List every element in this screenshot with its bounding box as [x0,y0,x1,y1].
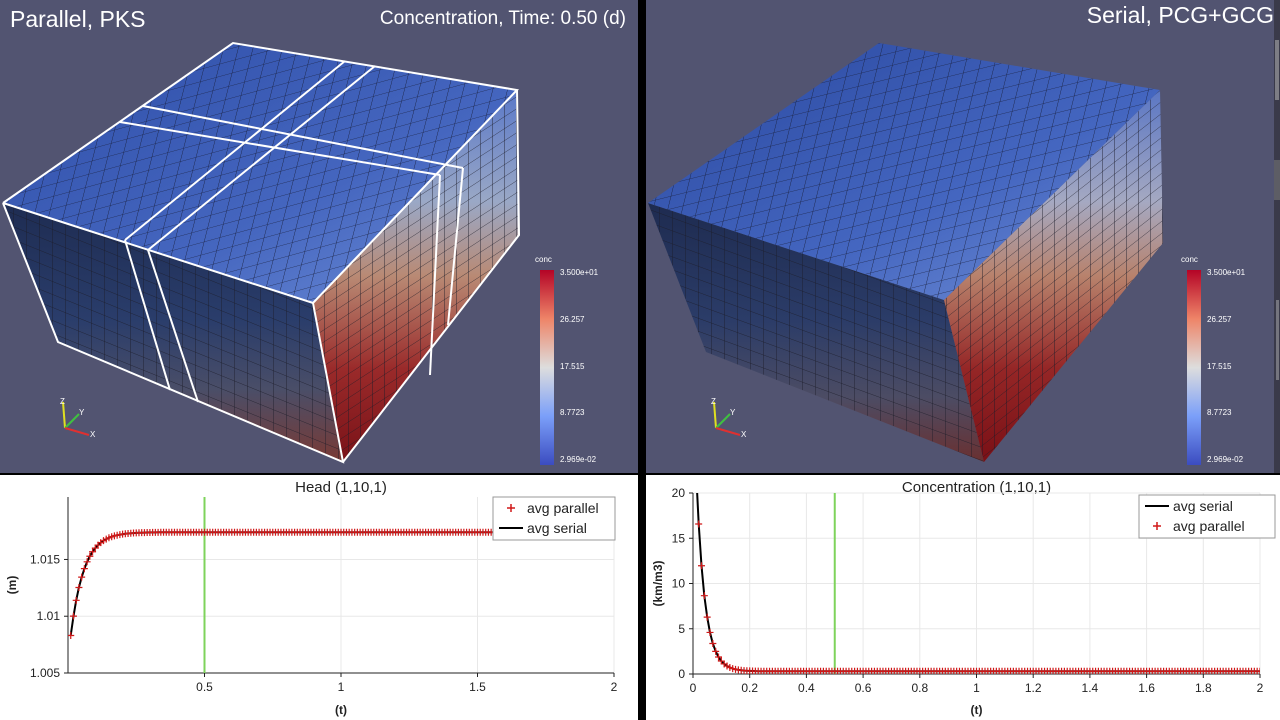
chart-legend: avg serial avg parallel [1138,494,1276,539]
y-tick-label: 10 [672,577,686,591]
x-tick-label: 1 [338,680,345,694]
series-line-avg-serial [69,531,505,636]
x-tick-label: 0 [690,681,697,695]
colorbar-tick: 17.515 [560,362,585,371]
y-axis-label: (km/m3) [651,560,665,606]
y-tick-label: 1.01 [37,609,61,623]
data-point-marker [695,520,703,528]
y-tick-label: 15 [672,531,686,545]
data-point-marker [709,639,717,647]
x-tick-label: 0.6 [855,681,872,695]
data-point-marker [698,562,706,570]
x-tick-label: 1.6 [1138,681,1155,695]
legend-label: avg serial [1173,498,1233,514]
colorbar-label: conc [535,255,552,264]
colorbar [540,270,554,465]
y-tick-label: 1.015 [30,552,60,566]
y-axis-label: (m) [5,576,19,595]
serial-mesh-canvas [648,43,1163,462]
x-tick-label: 2 [611,680,618,694]
colorbar-tick-max: 3.500e+01 [560,268,599,277]
axis-z-label: Z [711,397,716,406]
data-point-marker [89,548,97,556]
legend-label: avg parallel [1173,518,1245,534]
view-title: Parallel, PKS [10,6,146,32]
axes-triad-icon [62,401,90,436]
x-tick-label: 1.2 [1025,681,1042,695]
x-tick-label: 1 [973,681,980,695]
data-point-marker [69,612,77,620]
view-subtitle: Concentration, Time: 0.50 (d) [379,8,626,29]
colorbar-tick: 8.7723 [1207,408,1232,417]
data-point-marker [712,647,720,655]
y-tick-label: 1.005 [30,666,60,680]
colorbar-tick: 26.257 [560,315,585,324]
x-tick-label: 0.8 [911,681,928,695]
legend-label: avg parallel [527,500,599,516]
data-point-marker [68,632,75,640]
head-chart: Head (1,10,1) 0.5 1 1.5 2 1.005 1.01 1.015 (t) (m… [5,479,618,717]
axes-triad-icon [713,401,741,436]
x-tick-label: 1.8 [1195,681,1212,695]
chart-legend: avg parallel avg serial [492,496,616,541]
x-tick-label: 0.2 [741,681,758,695]
axis-y-label: Y [730,408,736,417]
legend-label: avg serial [527,520,587,536]
colorbar-label: conc [1181,255,1198,264]
x-tick-label: 1.4 [1082,681,1099,695]
view-title: Serial, PCG+GCG [1086,2,1274,28]
render-artifact-strip [1274,0,1280,473]
data-point-marker [80,565,88,573]
x-tick-label: 0.5 [196,680,213,694]
x-tick-label: 2 [1257,681,1264,695]
data-point-marker [706,628,714,636]
data-point-marker [86,552,94,560]
colorbar-tick: 8.7723 [560,408,585,417]
axis-x-label: X [741,430,747,439]
colorbar [1187,270,1201,465]
axis-z-label: Z [60,397,65,406]
colorbar-tick-min: 2.969e-02 [1207,455,1244,464]
data-point-marker [75,584,83,592]
parallel-render-view[interactable]: Parallel, PKS Concentration, Time: 0.50 … [0,0,638,473]
legend-marker-plus-icon [1153,522,1161,530]
colorbar-tick-min: 2.969e-02 [560,455,597,464]
concentration-chart-panel[interactable]: Concentration (1,10,1) 0 0.2 0.4 0.6 0.8 1 1.2 1… [646,475,1280,720]
y-tick-label: 20 [672,486,686,500]
legend-box [492,496,616,541]
x-axis-label: (t) [971,703,983,717]
x-axis-label: (t) [335,703,347,717]
colorbar-tick-max: 3.500e+01 [1207,268,1246,277]
series-group [68,528,509,640]
y-tick-label: 0 [678,667,685,681]
data-point-marker [703,613,711,621]
serial-render-view[interactable]: Serial, PCG+GCG conc 3.500e+01 26.257 17… [646,0,1280,473]
chart-title: Concentration (1,10,1) [902,479,1051,496]
colorbar-tick: 26.257 [1207,315,1232,324]
parallel-mesh-canvas [2,41,521,464]
concentration-chart: Concentration (1,10,1) 0 0.2 0.4 0.6 0.8 1 1.2 1… [651,479,1276,717]
data-point-marker [78,573,86,581]
chart-title: Head (1,10,1) [295,479,387,496]
series-group [695,493,1260,674]
data-point-marker [715,653,723,661]
data-point-marker [72,596,80,604]
data-point-marker [1256,667,1260,674]
head-chart-panel[interactable]: Head (1,10,1) 0.5 1 1.5 2 1.005 1.01 1.015 (t) (m… [0,475,638,720]
axis-x-label: X [90,430,96,439]
data-point-marker [700,592,708,600]
partition-lines [2,41,521,464]
y-tick-label: 5 [678,622,685,636]
x-tick-label: 1.5 [469,680,486,694]
data-point-marker [83,558,91,566]
colorbar-tick: 17.515 [1207,362,1232,371]
legend-box [1138,494,1276,539]
x-tick-label: 0.4 [798,681,815,695]
legend-marker-plus-icon [507,504,515,512]
axis-y-label: Y [79,408,85,417]
